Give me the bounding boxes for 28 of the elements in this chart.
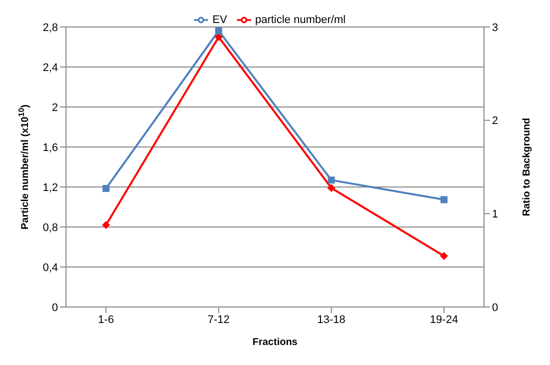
point [440, 196, 448, 204]
point [102, 184, 110, 192]
x-axis-title: Fractions [252, 337, 298, 348]
y2-tick-label: 2 [492, 115, 498, 128]
y-tick-label: 0 [52, 302, 58, 314]
point [328, 176, 335, 184]
y-tick-label: 2 [52, 102, 58, 114]
y-tick-label: 0,8 [42, 222, 58, 234]
y2-tick-label: 1 [492, 208, 498, 221]
y-tick-label: 1,6 [42, 142, 58, 154]
x-tick-label: 19-24 [430, 314, 458, 326]
y-tick-label: 2,4 [42, 62, 58, 74]
y-tick-label: 1,2 [42, 182, 58, 194]
point [102, 221, 110, 229]
x-tick-label: 7-12 [208, 314, 230, 326]
y-tick-label: 0,4 [42, 262, 58, 274]
y2-axis-title: Ratio to Background [522, 118, 533, 216]
legend-label: EV [212, 14, 228, 26]
y-tick-label: 2,8 [42, 22, 58, 34]
x-tick-label: 13-18 [317, 314, 346, 326]
y2-tick-label: 0 [492, 302, 498, 314]
x-tick-label: 1-6 [98, 314, 114, 326]
point [327, 184, 336, 192]
point [440, 252, 448, 260]
point [214, 33, 223, 41]
y2-tick-label: 3 [492, 22, 498, 34]
point [215, 27, 222, 34]
legend-label: particle number/ml [255, 14, 346, 26]
